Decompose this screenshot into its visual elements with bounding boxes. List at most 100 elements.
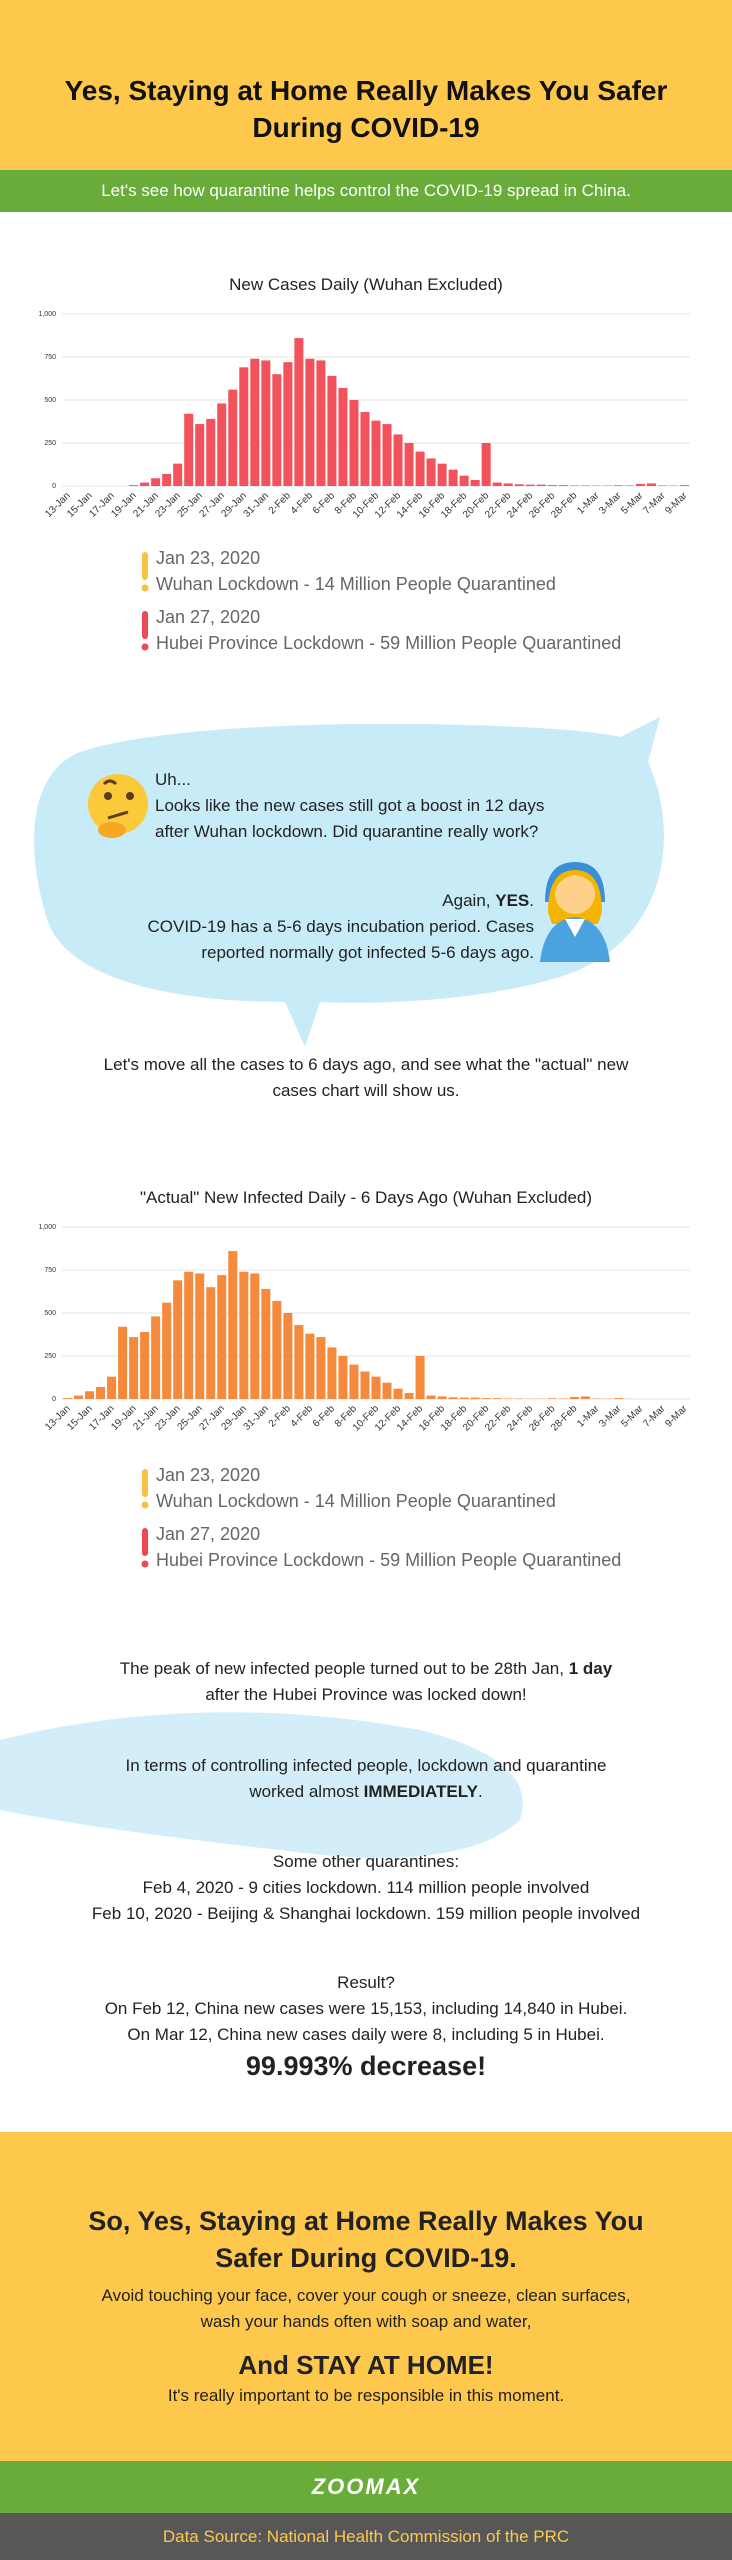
decrease: 99.993% decrease! <box>245 2051 487 2081</box>
annotation-text: Hubei Province Lockdown - 59 Million Peo… <box>156 633 622 653</box>
bar <box>272 1300 282 1399</box>
x-tick-label: 5-Mar <box>619 1403 646 1430</box>
bar <box>481 1398 491 1399</box>
brush-stroke <box>0 1712 523 1858</box>
bar <box>151 1316 161 1399</box>
bar <box>624 485 634 486</box>
text-line: Some other quarantines: <box>272 1852 460 1871</box>
bar <box>250 358 260 486</box>
text-line: Again, YES. <box>40 888 534 914</box>
x-tick-label: 2-Feb <box>267 1403 294 1430</box>
bar <box>580 1396 590 1399</box>
bar <box>184 413 194 486</box>
bar <box>481 443 491 486</box>
logo: ZOOMAX <box>0 2461 732 2513</box>
y-tick-label: 500 <box>44 1310 56 1317</box>
bar <box>283 362 293 486</box>
data-source: Data Source: National Health Commission … <box>0 2513 732 2560</box>
bar <box>74 1395 84 1399</box>
y-tick-label: 1,000 <box>38 1224 56 1231</box>
bar <box>635 483 645 486</box>
icon-bar <box>142 1469 148 1497</box>
control-text: In terms of controlling infected people,… <box>0 1753 732 1805</box>
bar <box>118 1326 128 1399</box>
y-tick-label: 250 <box>44 1353 56 1360</box>
bar <box>294 338 304 486</box>
bar <box>503 483 513 486</box>
bar <box>206 1287 216 1399</box>
chart: "Actual" New Infected Daily - 6 Days Ago… <box>38 1188 690 1434</box>
bar <box>536 484 546 486</box>
subtitle: Let's see how quarantine helps control t… <box>0 170 732 212</box>
bar <box>261 360 271 486</box>
bar <box>503 1398 513 1399</box>
bar <box>327 375 337 486</box>
x-tick-label: 1-Mar <box>575 1403 602 1430</box>
bar <box>184 1271 194 1399</box>
chart-title: New Cases Daily (Wuhan Excluded) <box>229 275 503 294</box>
bar <box>525 484 535 486</box>
text-run: 1 day <box>568 1659 613 1678</box>
bar <box>140 482 150 486</box>
bar <box>195 1273 205 1399</box>
bar <box>173 1280 183 1399</box>
text-line: cases chart will show us. <box>272 1081 460 1100</box>
bar <box>558 1398 568 1399</box>
text-line: after the Hubei Province was locked down… <box>205 1685 527 1704</box>
bar <box>393 434 403 486</box>
icon-bar <box>142 611 148 639</box>
x-tick-label: 9-Mar <box>663 490 690 517</box>
text-run: IMMEDIATELY <box>363 1782 478 1801</box>
text-line: Feb 4, 2020 - 9 cities lockdown. 114 mil… <box>142 1878 590 1897</box>
bar <box>129 485 139 486</box>
bar <box>404 443 414 486</box>
icon-bar <box>142 1528 148 1556</box>
bar <box>250 1273 260 1399</box>
x-tick-label: 9-Mar <box>663 1403 690 1430</box>
answer: Again, YES. COVID-19 has a 5-6 days incub… <box>40 888 534 966</box>
bar <box>261 1288 271 1399</box>
annotation-text: Hubei Province Lockdown - 59 Million Peo… <box>156 1550 622 1570</box>
x-tick-label: 4-Feb <box>289 1403 316 1430</box>
bar <box>459 1397 469 1399</box>
text-run: The peak of new infected people turned o… <box>119 1659 569 1678</box>
bar <box>371 1376 381 1399</box>
x-tick-label: 2-Feb <box>267 490 294 517</box>
annotation-date: Jan 23, 2020 <box>156 548 261 568</box>
y-tick-label: 250 <box>44 440 56 447</box>
bar <box>437 463 447 486</box>
y-tick-label: 0 <box>52 483 56 490</box>
chart: New Cases Daily (Wuhan Excluded) 0 250 500 7… <box>38 275 690 521</box>
text-line: Feb 10, 2020 - Beijing & Shanghai lockdo… <box>91 1904 641 1923</box>
x-tick-label: 6-Feb <box>311 490 338 517</box>
bar <box>646 483 656 486</box>
bar <box>426 458 436 486</box>
text-line: Uh... <box>155 770 191 789</box>
bar <box>470 1397 480 1399</box>
bar <box>371 420 381 486</box>
bar <box>415 451 425 486</box>
bar <box>129 1337 139 1399</box>
text-line: Result? <box>337 1973 395 1992</box>
bar <box>382 1382 392 1399</box>
text-run: . <box>529 891 534 910</box>
footer: So, Yes, Staying at Home Really Makes Yo… <box>0 2132 732 2461</box>
x-tick-label: 7-Mar <box>641 1403 668 1430</box>
bar <box>679 485 690 486</box>
annotation-text: Wuhan Lockdown - 14 Million People Quara… <box>156 574 556 594</box>
thinking-emoji <box>88 774 148 838</box>
bar <box>558 485 568 486</box>
bar <box>239 1271 249 1399</box>
bar <box>228 1251 238 1399</box>
bar <box>316 360 326 486</box>
bar <box>404 1392 414 1399</box>
bar <box>151 478 161 486</box>
annotation-date: Jan 27, 2020 <box>156 607 261 627</box>
y-tick-label: 750 <box>44 1267 56 1274</box>
x-tick-label: 4-Feb <box>289 490 316 517</box>
bar <box>239 367 249 486</box>
y-tick-label: 1,000 <box>38 311 56 318</box>
icon-dot <box>141 643 149 651</box>
bar <box>613 1398 623 1399</box>
